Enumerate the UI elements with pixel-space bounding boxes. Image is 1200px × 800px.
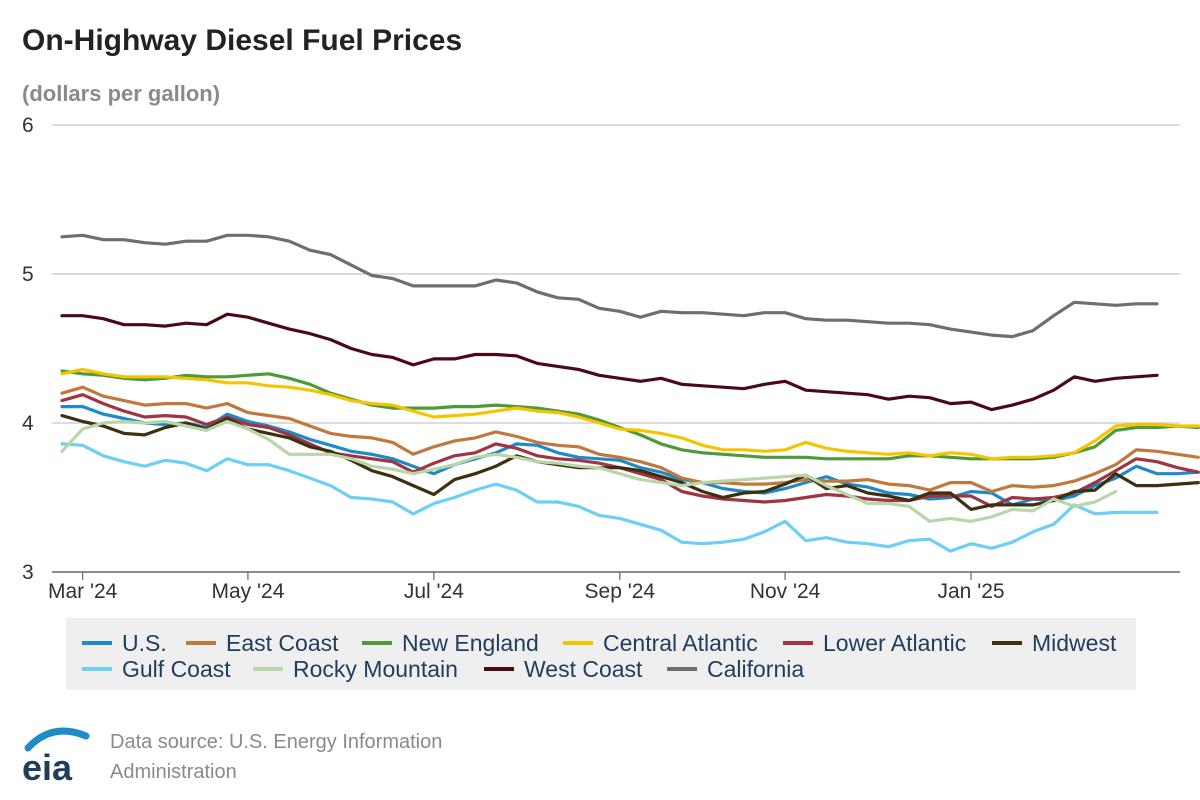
legend-label-new-england: New England <box>402 630 539 656</box>
y-tick-label: 3 <box>22 561 34 584</box>
series-line-central-atlantic <box>60 367 1200 461</box>
data-source-line-2: Administration <box>110 761 237 783</box>
legend-box <box>66 618 1136 690</box>
y-tick-label: 5 <box>22 263 34 286</box>
series-line-west-coast <box>60 312 1159 412</box>
legend-label-lower-atlantic: Lower Atlantic <box>823 630 966 656</box>
series-line-lower-atlantic <box>60 393 1200 508</box>
legend-label-east-coast: East Coast <box>226 630 339 656</box>
x-tick-label: Sep '24 <box>585 580 656 603</box>
series-line-california <box>60 233 1159 339</box>
series-line-gulf-coast <box>60 442 1159 553</box>
y-tick-label: 4 <box>22 412 34 435</box>
logo-swoosh-icon <box>24 727 90 752</box>
legend-label-u-s: U.S. <box>122 630 167 656</box>
x-tick-label: May '24 <box>212 580 285 603</box>
legend: U.S. East Coast New England Central Atlanti… <box>82 630 1117 682</box>
series-line-u-s <box>60 405 1200 507</box>
data-source-line-1: Data source: U.S. Energy Information <box>110 731 442 753</box>
chart-subtitle: (dollars per gallon) <box>22 81 220 106</box>
series-line-rocky-mountain <box>60 419 1118 523</box>
legend-label-west-coast: West Coast <box>524 656 643 682</box>
x-tick-label: Jul '24 <box>404 580 464 603</box>
series-lines <box>60 233 1200 553</box>
x-tick-label: Mar '24 <box>48 580 118 603</box>
legend-label-rocky-mountain: Rocky Mountain <box>293 656 458 682</box>
y-axis-ticks: 3 4 5 6 <box>22 114 34 584</box>
legend-label-central-atlantic: Central Atlantic <box>603 630 758 656</box>
y-tick-label: 6 <box>22 114 34 137</box>
logo-text: eia <box>22 747 73 788</box>
x-tick-label: Jan '25 <box>938 580 1005 603</box>
eia-logo: eia <box>22 727 90 788</box>
x-tick-label: Nov '24 <box>750 580 821 603</box>
legend-label-gulf-coast: Gulf Coast <box>122 656 231 682</box>
x-axis-ticks: Mar '24 May '24 Jul '24 Sep '24 Nov '24 Jan '… <box>48 572 1005 603</box>
legend-label-california: California <box>707 656 804 682</box>
series-line-east-coast <box>60 385 1200 494</box>
chart-title: On-Highway Diesel Fuel Prices <box>22 24 462 57</box>
legend-label-midwest: Midwest <box>1032 630 1117 656</box>
